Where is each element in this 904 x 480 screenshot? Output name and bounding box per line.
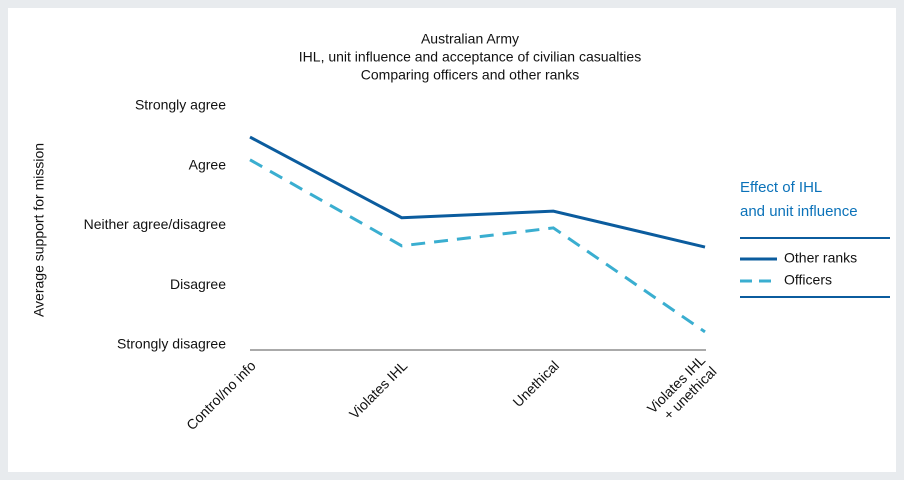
legend-label: Officers: [784, 272, 832, 288]
y-tick-label: Neither agree/disagree: [84, 216, 227, 232]
y-tick-label: Strongly agree: [135, 97, 226, 113]
y-axis-label: Average support for mission: [31, 143, 47, 317]
y-tick-label: Disagree: [170, 276, 226, 292]
chart-title: Australian Army: [421, 31, 519, 47]
y-tick-label: Strongly disagree: [117, 336, 226, 352]
chart-subtitle: IHL, unit influence and acceptance of ci…: [299, 49, 641, 65]
legend-label: Other ranks: [784, 250, 857, 266]
line-series: [249, 158, 706, 334]
panel: [8, 8, 896, 472]
chart-subtitle: Comparing officers and other ranks: [361, 67, 579, 83]
legend-title: Effect of IHL: [740, 179, 822, 196]
line-series: [249, 135, 706, 249]
y-tick-label: Agree: [189, 156, 227, 172]
legend-title: and unit influence: [740, 203, 858, 220]
